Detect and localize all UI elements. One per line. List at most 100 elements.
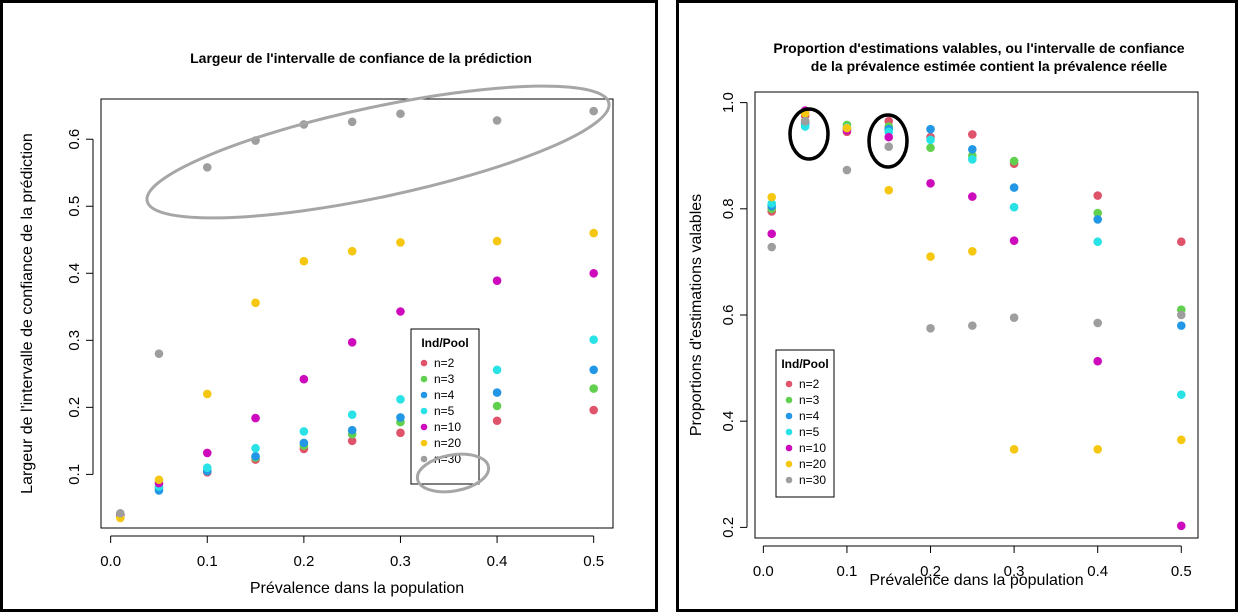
y-tick-label: 0.6 — [66, 129, 83, 150]
annotation-ellipse — [145, 84, 611, 220]
data-point — [251, 413, 260, 423]
y-tick-label: 0.5 — [66, 196, 83, 217]
legend-label: n=4 — [434, 388, 455, 402]
data-point — [968, 145, 977, 154]
data-point — [589, 106, 598, 116]
data-point — [968, 192, 977, 201]
x-axis-title: Prévalence dans la population — [869, 572, 1083, 589]
x-tick-label: 0.4 — [487, 553, 508, 570]
data-point — [884, 132, 894, 142]
data-point — [492, 236, 502, 246]
x-tick-label: 0.3 — [390, 553, 411, 570]
left-chart: Largeur de l'intervalle de confiance de … — [19, 50, 614, 597]
data-point — [884, 142, 894, 151]
y-tick-label: 0.2 — [720, 517, 737, 538]
data-point — [202, 389, 212, 399]
x-tick-label: 0.0 — [100, 553, 121, 570]
annotation-ellipse — [788, 107, 830, 161]
data-point — [396, 307, 405, 316]
legend-label: n=10 — [799, 441, 826, 455]
data-point — [492, 276, 502, 285]
data-point — [347, 425, 357, 435]
legend-marker — [420, 375, 428, 383]
legend-marker — [785, 460, 793, 468]
data-point — [1009, 236, 1019, 245]
data-point — [926, 179, 935, 188]
legend-marker — [785, 476, 793, 484]
legend-label: n=3 — [434, 372, 455, 386]
data-point — [767, 229, 777, 239]
data-point — [968, 130, 977, 139]
y-tick-label: 0.4 — [720, 411, 737, 432]
x-tick-label: 0.5 — [583, 553, 604, 570]
data-point — [589, 268, 598, 278]
data-point — [251, 443, 260, 453]
legend-label: n=5 — [799, 425, 820, 439]
legend-label: n=3 — [799, 393, 820, 407]
data-point — [767, 199, 777, 208]
data-point — [1009, 183, 1019, 192]
legend-title: Ind/Pool — [421, 336, 468, 350]
legend-label: n=20 — [799, 457, 826, 471]
data-point — [1093, 191, 1102, 200]
data-point — [251, 451, 260, 461]
legend-marker — [785, 412, 793, 420]
x-tick-label: 0.5 — [1171, 563, 1192, 580]
right-chart-panel: Proportion d'estimations valables, ou l'… — [676, 0, 1238, 612]
data-point — [1009, 313, 1019, 322]
data-point — [154, 349, 164, 359]
data-point — [1093, 445, 1102, 454]
data-point — [926, 143, 935, 153]
data-point — [1176, 321, 1186, 330]
legend-box — [775, 349, 835, 498]
data-point — [1093, 356, 1102, 366]
y-axis-title: Proportions d'estimations valables — [688, 194, 705, 436]
legend-marker — [420, 391, 428, 399]
data-point — [299, 374, 309, 384]
data-point — [926, 135, 935, 145]
legend-label: n=2 — [434, 356, 455, 370]
data-point — [299, 438, 309, 448]
data-point — [492, 116, 502, 125]
legend-marker — [420, 359, 428, 367]
data-point — [800, 116, 810, 126]
data-point — [396, 428, 405, 438]
x-tick-label: 0.1 — [837, 563, 858, 580]
data-point — [1176, 521, 1186, 531]
data-point — [202, 463, 212, 472]
legend-marker — [785, 380, 793, 388]
legend-label: n=10 — [434, 420, 461, 434]
data-point — [116, 508, 125, 518]
plot-frame — [100, 98, 614, 529]
legend-label: n=20 — [434, 436, 461, 450]
data-point — [842, 165, 852, 175]
data-point — [1093, 237, 1102, 247]
right-chart: Proportion d'estimations valables, ou l'… — [688, 40, 1199, 589]
data-point — [251, 298, 260, 308]
legend-marker — [785, 396, 793, 404]
data-point — [884, 185, 894, 195]
legend-marker — [420, 455, 428, 463]
y-tick-label: 0.4 — [66, 263, 83, 284]
legend-label: n=5 — [434, 404, 455, 418]
data-point — [299, 256, 309, 266]
y-tick-label: 0.3 — [66, 330, 83, 351]
legend-label: n=2 — [799, 377, 820, 391]
data-point — [347, 117, 357, 127]
legend-label: n=4 — [799, 409, 820, 423]
chart-title: Largeur de l'intervalle de confiance de … — [190, 50, 532, 66]
y-tick-label: 0.1 — [66, 464, 83, 485]
chart-title: de la prévalence estimée contient la pré… — [811, 58, 1168, 74]
chart-title: Proportion d'estimations valables, ou l'… — [773, 40, 1184, 56]
data-point — [396, 395, 405, 404]
data-point — [347, 410, 357, 420]
data-point — [492, 416, 502, 426]
data-point — [589, 384, 598, 393]
data-point — [767, 242, 777, 252]
x-tick-label: 0.1 — [197, 553, 218, 570]
data-point — [1009, 202, 1019, 212]
left-chart-panel: Largeur de l'intervalle de confiance de … — [0, 0, 658, 612]
data-point — [1176, 310, 1186, 320]
data-point — [154, 475, 164, 485]
data-point — [1093, 208, 1102, 218]
